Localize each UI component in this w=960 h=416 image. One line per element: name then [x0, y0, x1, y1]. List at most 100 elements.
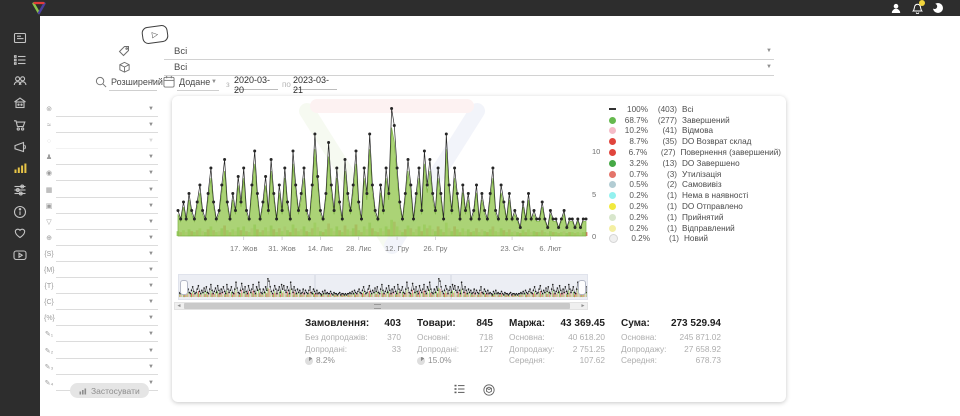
date-to-input[interactable]: 2023-03-21: [293, 75, 337, 90]
legend-item[interactable]: 6.7%(27)Повернення (завершений): [609, 147, 781, 158]
status-circle-icon: ○: [44, 137, 54, 147]
statistics-bars-icon[interactable]: [0, 158, 40, 178]
y-axis-tick: 5: [592, 190, 596, 199]
user-icon[interactable]: [890, 2, 902, 14]
legend-count: (13): [648, 159, 677, 168]
filter-select-field[interactable]: [56, 248, 158, 262]
legend-dot-swatch: [609, 149, 616, 156]
chevron-down-icon: ▼: [149, 79, 155, 85]
stats-column: Замовлення:403Без допродажів:370Допродан…: [305, 318, 401, 367]
legend-label: Повернення (завершений): [680, 148, 781, 157]
summary-stats: Замовлення:403Без допродажів:370Допродан…: [305, 318, 721, 367]
dashboard-icon[interactable]: [0, 28, 40, 48]
chevron-down-icon: ▼: [148, 154, 154, 160]
legend-item[interactable]: 3.2%(13)DO Завершено: [609, 158, 781, 169]
scroll-right-arrow-icon[interactable]: ►: [579, 303, 587, 309]
source-globe-icon: ⊚: [44, 105, 54, 115]
legend-item[interactable]: 68.7%(277)Завершений: [609, 115, 781, 126]
filter-row: ✎₂▼: [44, 345, 158, 360]
stats-row: Допродажу:27 658.92: [621, 344, 721, 356]
filter-select-field[interactable]: [56, 103, 158, 117]
horizontal-scrollbar[interactable]: ◄ ►: [174, 302, 588, 310]
brush-left-handle[interactable]: [180, 280, 188, 295]
category-select[interactable]: Всі ▼: [164, 44, 774, 60]
package-circle-icon[interactable]: [483, 384, 495, 396]
clients-icon[interactable]: [0, 71, 40, 91]
product-select[interactable]: Всі ▼: [164, 60, 774, 76]
filter-select-field[interactable]: [56, 135, 158, 149]
chevron-down-icon: ▼: [148, 315, 154, 321]
video-tour-button[interactable]: ▷: [141, 24, 169, 44]
info-icon[interactable]: [0, 202, 40, 222]
warehouse-icon[interactable]: [0, 93, 40, 113]
upsell-percent-row: 8.2%: [305, 355, 401, 367]
filter-select-field[interactable]: [56, 200, 158, 214]
app-logo-icon[interactable]: [31, 1, 47, 15]
image-icon: ▣: [44, 202, 54, 212]
legend-item[interactable]: 10.2%(41)Відмова: [609, 126, 781, 137]
cart-icon[interactable]: [0, 115, 40, 135]
chevron-down-icon: ▼: [148, 283, 154, 289]
legend-item[interactable]: 0.2%(1)Відправлений: [609, 223, 781, 234]
notifications-bell-icon[interactable]: [911, 2, 923, 14]
chart-card: 17. Жов 31. Жов 14. Лис 28. Лис 12. Гру …: [172, 96, 786, 402]
legend-item[interactable]: 0.2%(1)Прийнятий: [609, 212, 781, 223]
gift-icon: ▦: [44, 186, 54, 196]
filter-select-field[interactable]: [56, 119, 158, 133]
legend-item[interactable]: 0.7%(3)Утилізація: [609, 169, 781, 180]
legend-item[interactable]: 0.5%(2)Самовивіз: [609, 180, 781, 191]
legend-percent: 0.2%: [621, 202, 648, 211]
legend-line-swatch: [609, 108, 616, 110]
legend-item[interactable]: 8.7%(35)DO Возврат склад: [609, 136, 781, 147]
apply-filters-button[interactable]: Застосувати: [70, 383, 149, 398]
theme-moon-icon[interactable]: [932, 2, 944, 14]
filter-select-field[interactable]: [56, 167, 158, 181]
search-icon: [95, 76, 107, 88]
legend-item[interactable]: 0.2%(1)Новий: [609, 234, 781, 245]
legend-label: Відправлений: [682, 224, 735, 233]
filter-select-field[interactable]: [56, 151, 158, 165]
legend-label: Новий: [684, 234, 708, 243]
filter-select-field[interactable]: [56, 216, 158, 230]
date-from-input[interactable]: 2020-03-20: [234, 75, 278, 90]
legend-percent: 100%: [621, 105, 648, 114]
legend-item[interactable]: 0.2%(1)DO Отправлено: [609, 201, 781, 212]
legend-item[interactable]: 100%(403)Всі: [609, 104, 781, 115]
orders-chart[interactable]: 17. Жов 31. Жов 14. Лис 28. Лис 12. Гру …: [178, 102, 586, 260]
filter-select-field[interactable]: [56, 296, 158, 310]
legend-count: (3): [648, 170, 677, 179]
filter-row: {%}▼: [44, 312, 158, 327]
filter-select-field[interactable]: [56, 232, 158, 246]
legend-dot-swatch: [609, 117, 616, 124]
stats-row: Основні:718: [417, 332, 493, 344]
filter-select-field[interactable]: [56, 280, 158, 294]
list-settings-icon[interactable]: [454, 384, 465, 396]
video-tutorials-icon[interactable]: [0, 245, 40, 265]
filter-select-field[interactable]: [56, 184, 158, 198]
loyalty-heart-icon[interactable]: [0, 223, 40, 243]
scrollbar-thumb[interactable]: [184, 303, 570, 309]
brush-chart[interactable]: [178, 274, 588, 300]
chevron-down-icon: ▼: [148, 138, 154, 144]
chevron-down-icon: ▼: [148, 122, 154, 128]
marketing-megaphone-icon[interactable]: [0, 137, 40, 157]
search-mode-select[interactable]: Розширений ▼: [109, 75, 157, 91]
chevron-down-icon: ▼: [766, 64, 772, 70]
legend-item[interactable]: 0.2%(1)Нема в наявності: [609, 190, 781, 201]
date-type-select[interactable]: Додане ▼: [177, 75, 219, 91]
scroll-left-arrow-icon[interactable]: ◄: [175, 303, 183, 309]
settings-sliders-icon[interactable]: [0, 180, 40, 200]
orders-list-icon[interactable]: [0, 50, 40, 70]
chevron-down-icon: ▼: [148, 219, 154, 225]
filter-select-field[interactable]: [56, 328, 158, 342]
legend-dot-swatch: [609, 138, 616, 145]
filter-select-field[interactable]: [56, 264, 158, 278]
topbar-actions: [890, 2, 944, 14]
filter-select-field[interactable]: [56, 345, 158, 359]
stats-row: Допродані:127: [417, 344, 493, 356]
filter-select-field[interactable]: [56, 361, 158, 375]
chevron-down-icon: ▼: [766, 48, 772, 54]
brush-right-handle[interactable]: [578, 280, 586, 295]
filter-select-field[interactable]: [56, 312, 158, 326]
date-to-label: по: [282, 80, 291, 89]
